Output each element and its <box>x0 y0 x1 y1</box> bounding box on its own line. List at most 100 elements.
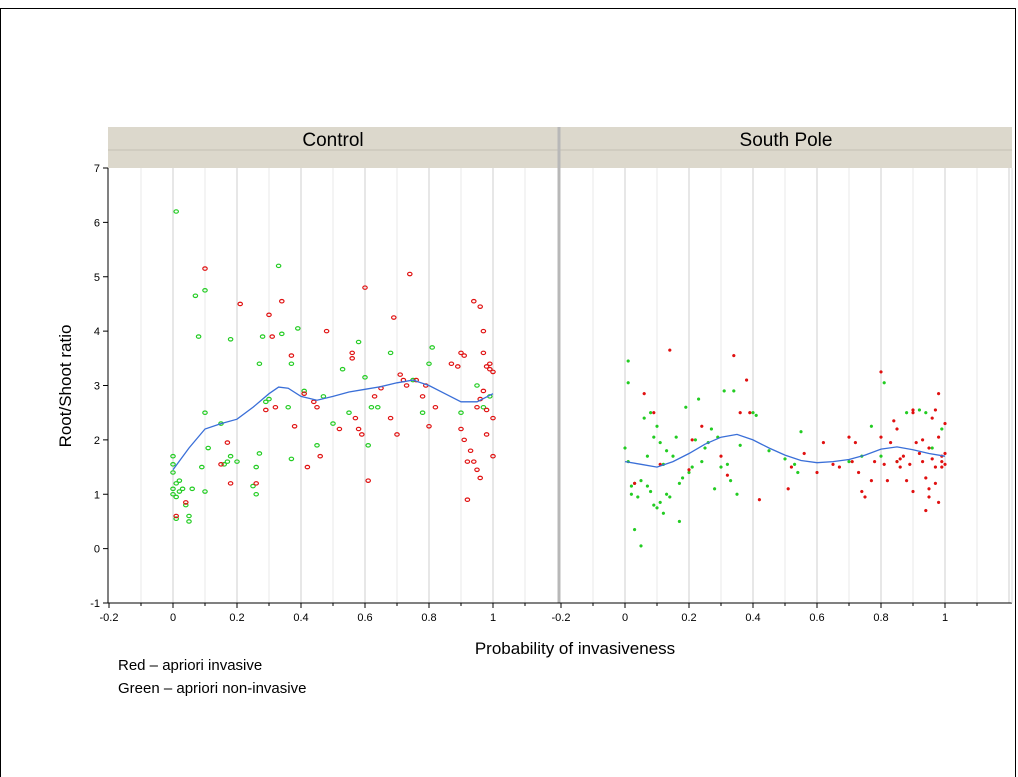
data-point <box>927 446 931 450</box>
data-point <box>904 479 909 483</box>
data-point <box>738 443 742 447</box>
data-point <box>285 404 292 410</box>
data-point <box>256 451 263 456</box>
data-point <box>448 361 455 367</box>
data-point <box>183 500 189 505</box>
data-point <box>639 479 643 483</box>
data-point <box>477 475 484 481</box>
data-point <box>786 487 790 491</box>
y-tick-label: 1 <box>94 489 100 501</box>
data-point <box>860 489 864 494</box>
data-point <box>940 459 944 464</box>
data-point <box>732 389 736 393</box>
data-point <box>725 462 730 466</box>
legend-note-green: Green – apriori non-invasive <box>118 680 307 697</box>
data-point <box>879 454 883 458</box>
data-point <box>872 459 877 464</box>
data-point <box>362 375 368 380</box>
data-point <box>693 438 698 442</box>
data-point <box>895 427 899 431</box>
data-point <box>170 491 176 497</box>
data-point <box>170 470 176 475</box>
data-point <box>732 353 736 358</box>
x-tick-label: 0.2 <box>229 612 244 624</box>
data-point <box>486 361 493 367</box>
data-point <box>655 506 659 510</box>
data-point <box>330 421 336 426</box>
strip-title: Control <box>302 130 363 151</box>
data-point <box>480 328 487 334</box>
data-point <box>234 459 240 464</box>
data-point <box>454 364 461 369</box>
data-point <box>690 465 694 469</box>
data-point <box>933 481 938 486</box>
data-point <box>652 435 656 439</box>
data-point <box>789 465 794 469</box>
data-point <box>895 459 899 464</box>
data-point <box>626 381 630 385</box>
data-point <box>365 443 372 448</box>
data-point <box>933 408 938 412</box>
data-point <box>173 481 180 486</box>
y-tick-label: 5 <box>94 272 100 284</box>
data-point <box>898 465 902 469</box>
data-point <box>336 426 343 432</box>
data-point <box>655 424 659 428</box>
data-point <box>224 440 231 445</box>
data-point <box>892 419 896 423</box>
data-point <box>458 426 464 432</box>
data-point <box>314 404 320 410</box>
data-point <box>304 464 311 470</box>
data-point <box>205 445 212 451</box>
data-point <box>629 484 634 488</box>
data-point <box>882 381 886 385</box>
data-point <box>632 481 637 486</box>
y-tick-label: 4 <box>94 326 100 338</box>
data-point <box>339 366 346 372</box>
data-point <box>288 456 295 462</box>
data-point <box>266 312 272 318</box>
data-point <box>403 383 410 388</box>
data-point <box>221 462 228 467</box>
data-point <box>664 449 669 453</box>
data-point <box>888 440 893 445</box>
data-point <box>684 405 688 409</box>
data-point <box>831 462 835 466</box>
y-tick-label: 7 <box>94 163 100 175</box>
data-point <box>639 544 643 548</box>
data-point <box>419 410 426 415</box>
data-point <box>195 334 202 339</box>
data-point <box>658 440 662 445</box>
data-point <box>173 494 180 500</box>
data-point <box>483 432 490 437</box>
data-point <box>751 411 755 415</box>
data-point <box>480 404 487 410</box>
data-point <box>183 502 189 508</box>
data-point <box>317 453 324 459</box>
x-axis-title: Probability of invasiveness <box>475 639 675 658</box>
data-point <box>821 440 826 445</box>
data-point <box>218 462 224 467</box>
data-point <box>933 465 938 469</box>
data-point <box>362 285 368 290</box>
data-point <box>269 334 276 339</box>
data-point <box>668 348 672 352</box>
data-point <box>671 454 675 458</box>
data-point <box>744 378 749 382</box>
x-tick-label: 0.4 <box>293 612 308 624</box>
data-point <box>173 209 180 214</box>
data-point <box>700 424 704 428</box>
data-point <box>652 503 656 507</box>
data-point <box>642 392 646 396</box>
data-point <box>301 388 308 394</box>
x-tick-label: 0.8 <box>421 612 436 624</box>
data-point <box>483 364 490 369</box>
data-point <box>467 448 474 454</box>
data-point <box>850 459 854 464</box>
data-point <box>224 459 231 464</box>
data-point <box>470 459 477 464</box>
data-point <box>799 430 803 434</box>
data-point <box>927 495 931 499</box>
x-tick-label: 0 <box>170 612 176 624</box>
y-tick-label: 2 <box>94 435 100 447</box>
